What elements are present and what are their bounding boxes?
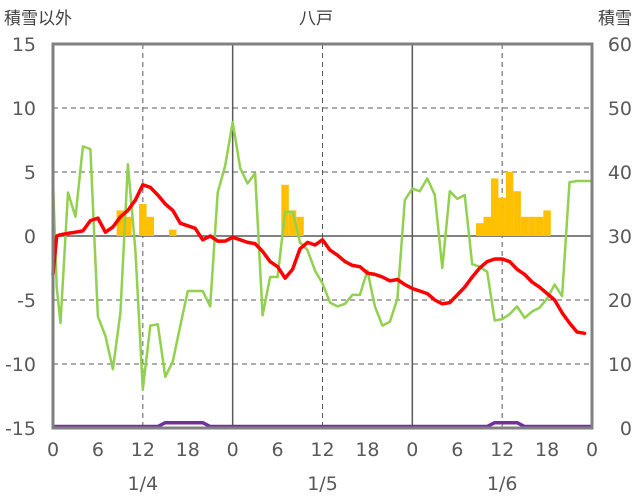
snow-bar bbox=[288, 210, 297, 236]
left-axis-title: 積雪以外 bbox=[4, 9, 72, 29]
x-tick-label: 6 bbox=[92, 439, 104, 461]
snow-bar bbox=[543, 210, 551, 236]
right-tick-label: 50 bbox=[608, 98, 632, 120]
snow-bar bbox=[296, 216, 304, 236]
snow-bar bbox=[528, 216, 536, 236]
x-tick-label: 6 bbox=[272, 439, 284, 461]
x-tick-label: 0 bbox=[406, 439, 418, 461]
left-tick-label: 10 bbox=[12, 98, 36, 120]
snow-bar bbox=[505, 172, 514, 236]
plot-frame bbox=[51, 42, 594, 430]
x-tick-label: 0 bbox=[586, 439, 598, 461]
right-tick-label: 20 bbox=[608, 290, 632, 312]
x-tick-label: 18 bbox=[535, 439, 559, 461]
date-label: 1/5 bbox=[307, 473, 338, 495]
left-tick-label: -15 bbox=[5, 418, 36, 440]
left-tick-label: 15 bbox=[12, 34, 36, 56]
x-tick-label: 18 bbox=[355, 439, 379, 461]
x-tick-label: 0 bbox=[227, 439, 239, 461]
snow-bar bbox=[483, 216, 491, 236]
plot-border bbox=[51, 42, 594, 430]
x-tick-label: 18 bbox=[176, 439, 200, 461]
right-tick-label: 60 bbox=[608, 34, 632, 56]
date-label: 1/4 bbox=[128, 473, 159, 495]
right-tick-label: 0 bbox=[620, 418, 632, 440]
snow-bar bbox=[116, 210, 125, 236]
snow-bar bbox=[520, 216, 529, 236]
chart-title: 八戸 bbox=[299, 9, 333, 29]
x-tick-label: 12 bbox=[310, 439, 334, 461]
snow-bar bbox=[535, 216, 544, 236]
right-tick-label: 40 bbox=[608, 162, 632, 184]
right-axis-title: 積雪 bbox=[598, 9, 632, 29]
x-tick-label: 12 bbox=[490, 439, 514, 461]
snow-bar bbox=[490, 178, 499, 236]
x-tick-label: 12 bbox=[131, 439, 155, 461]
snow-bar bbox=[146, 216, 155, 236]
snow-bar bbox=[124, 216, 132, 236]
green-series-line bbox=[51, 120, 594, 391]
left-tick-label: -10 bbox=[5, 354, 36, 376]
snow-bar bbox=[281, 184, 289, 236]
snow-depth-bars bbox=[116, 172, 551, 236]
right-tick-label: 30 bbox=[608, 226, 632, 248]
left-tick-label: 0 bbox=[24, 226, 36, 248]
x-tick-label: 0 bbox=[47, 439, 59, 461]
snow-bar bbox=[498, 197, 506, 236]
left-tick-label: -5 bbox=[17, 290, 36, 312]
snow-bar bbox=[139, 204, 147, 236]
left-tick-label: 5 bbox=[24, 162, 36, 184]
right-tick-label: 10 bbox=[608, 354, 632, 376]
snow-bar bbox=[513, 191, 521, 236]
snow-bar bbox=[169, 229, 177, 236]
x-tick-label: 6 bbox=[451, 439, 463, 461]
red-series-line bbox=[51, 183, 587, 336]
date-label: 1/6 bbox=[487, 473, 518, 495]
snow-bar bbox=[475, 223, 484, 236]
